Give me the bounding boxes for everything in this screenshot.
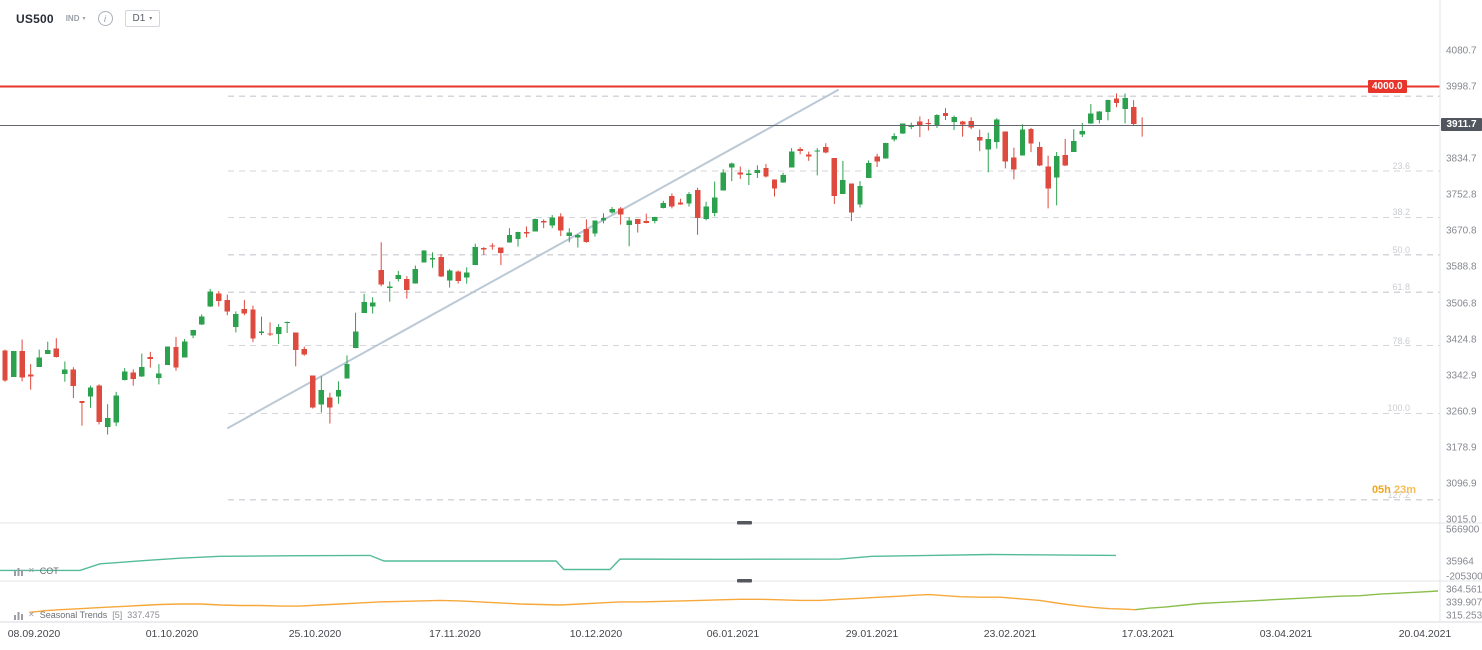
seasonal-axis-label: 364.561 <box>1446 584 1482 596</box>
countdown-hours: 05h <box>1371 484 1391 496</box>
cot-axis-label: 35964 <box>1446 556 1474 568</box>
fib-level-label: 38.2 <box>1392 207 1410 218</box>
countdown-minutes: 23m <box>1393 484 1416 496</box>
indicator-name: COT <box>39 566 59 576</box>
price-alert-badge[interactable]: 4000.0 <box>1368 79 1407 93</box>
remove-indicator-icon[interactable]: ✕ <box>28 610 35 619</box>
chevron-down-icon: ▾ <box>149 15 153 22</box>
time-axis-label: 08.09.2020 <box>7 628 61 640</box>
seasonal-axis-label: 315.253 <box>1446 610 1482 622</box>
price-axis-label: 4080.7 <box>1446 45 1477 57</box>
indicator-settings-icon[interactable] <box>14 567 23 576</box>
cot-indicator-row: ✕ COT <box>14 566 59 576</box>
indicator-name: Seasonal Trends <box>39 610 108 620</box>
price-axis-label: 3998.7 <box>1446 81 1477 93</box>
time-axis-label: 17.11.2020 <box>429 628 481 640</box>
seasonal-line-past <box>29 593 1136 613</box>
current-price-badge: 3911.7 <box>1441 118 1482 132</box>
indicator-params: [5] <box>112 610 123 620</box>
trendline[interactable] <box>227 89 839 429</box>
price-axis-label: 3096.9 <box>1446 478 1477 490</box>
chart-toolbar: US500 IND ▾ i D1 ▾ <box>16 10 161 27</box>
time-axis-label: 03.04.2021 <box>1259 628 1313 640</box>
price-axis-label: 3424.8 <box>1446 334 1477 346</box>
fib-level-label: 23.6 <box>1392 161 1410 172</box>
indicator-settings-icon[interactable] <box>14 611 23 620</box>
fib-level-label: 100.0 <box>1387 403 1410 414</box>
timeframe-label: D1 <box>132 13 146 24</box>
info-icon[interactable]: i <box>97 11 113 26</box>
cot-axis-label: -205300 <box>1446 571 1482 583</box>
fib-level-label: 61.8 <box>1392 282 1410 293</box>
time-axis-label: 25.10.2020 <box>288 628 342 640</box>
instrument-type-dropdown[interactable]: IND ▾ <box>66 14 86 23</box>
price-axis-label: 3342.9 <box>1446 370 1477 382</box>
seasonal-indicator-row: ✕ Seasonal Trends [5] 337.475 <box>14 610 160 620</box>
time-axis-label: 01.10.2020 <box>145 628 199 640</box>
panel-resize-handle[interactable] <box>737 579 752 583</box>
price-axis-label: 3178.9 <box>1446 442 1477 454</box>
price-axis-label: 3015.0 <box>1446 514 1477 526</box>
panel-resize-handle[interactable] <box>737 521 752 525</box>
time-axis-label: 06.01.2021 <box>706 628 760 640</box>
time-axis-label: 17.03.2021 <box>1121 628 1175 640</box>
remove-indicator-icon[interactable]: ✕ <box>28 566 35 575</box>
seasonal-axis-label: 339.907 <box>1446 597 1482 609</box>
price-axis-label: 3670.8 <box>1446 225 1477 237</box>
seasonal-line-future <box>1134 590 1439 611</box>
price-axis-label: 3588.8 <box>1446 261 1477 273</box>
fib-level-label: 127.2 <box>1387 489 1410 500</box>
symbol-label: US500 <box>16 11 54 26</box>
instrument-type-label: IND <box>65 14 80 23</box>
price-axis-label: 3260.9 <box>1446 406 1477 418</box>
indicator-value: 337.475 <box>127 610 160 620</box>
price-axis-label: 3506.8 <box>1446 298 1477 309</box>
chevron-down-icon: ▾ <box>82 15 86 22</box>
cot-axis-label: 566900 <box>1446 524 1480 536</box>
time-axis-label: 20.04.2021 <box>1398 628 1452 640</box>
time-axis-label: 29.01.2021 <box>845 628 899 640</box>
candlestick-series <box>2 93 1145 435</box>
time-axis-label: 10.12.2020 <box>569 628 623 640</box>
time-axis-label: 23.02.2021 <box>983 628 1037 640</box>
cot-line <box>0 553 1117 572</box>
price-axis-label: 3752.8 <box>1446 189 1477 201</box>
timeframe-dropdown[interactable]: D1 ▾ <box>124 10 161 27</box>
price-axis-label: 3834.7 <box>1446 153 1477 165</box>
fib-level-label: 78.6 <box>1392 335 1410 346</box>
fib-level-label: 50.0 <box>1392 244 1410 255</box>
candle-countdown: 05h 23m <box>1372 484 1416 496</box>
